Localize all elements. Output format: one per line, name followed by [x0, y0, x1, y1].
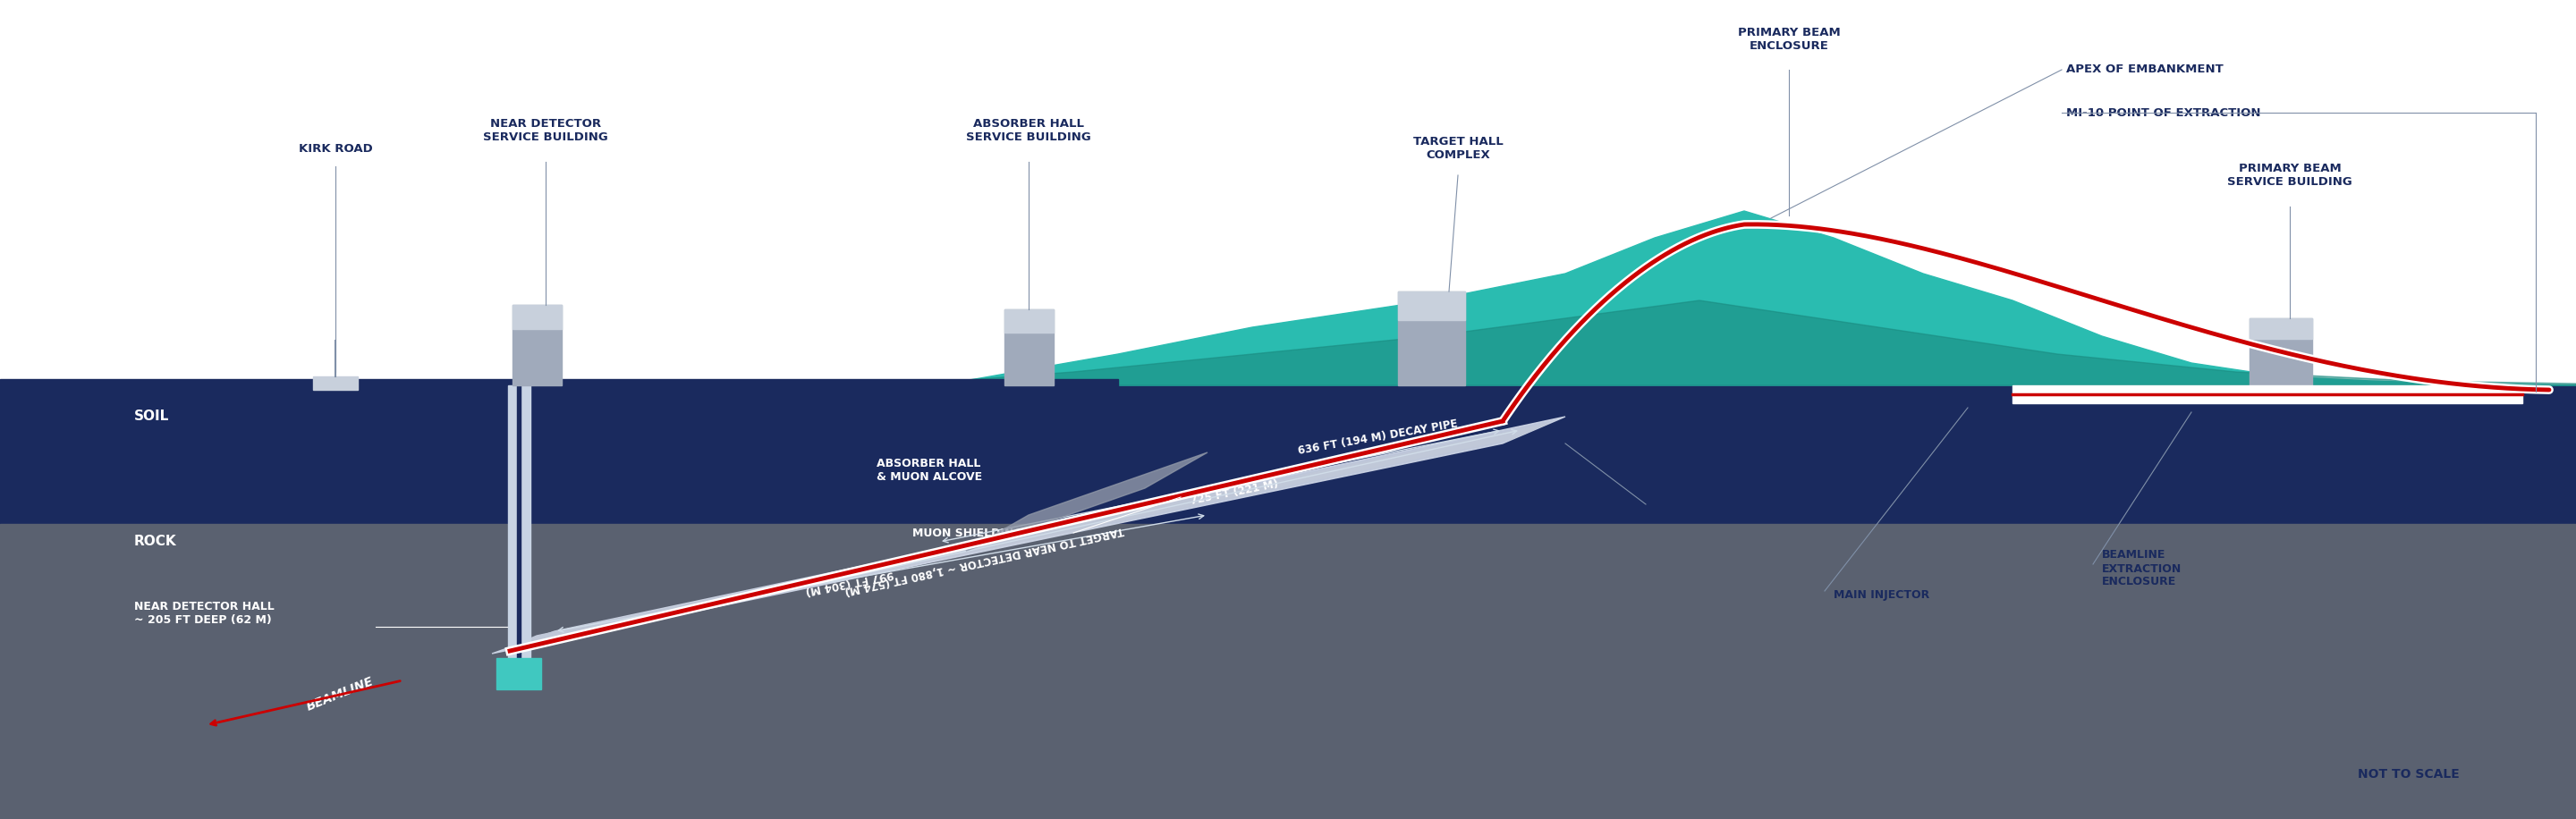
- Text: APEX OF EMBANKMENT: APEX OF EMBANKMENT: [2066, 64, 2223, 75]
- Text: KIRK ROAD: KIRK ROAD: [299, 143, 374, 154]
- Text: NEAR DETECTOR
SERVICE BUILDING: NEAR DETECTOR SERVICE BUILDING: [484, 118, 608, 143]
- Bar: [513, 305, 562, 329]
- Bar: [1399, 292, 1466, 386]
- Bar: [1005, 310, 1054, 386]
- Text: MUON SHIELDING: MUON SHIELDING: [912, 527, 1023, 539]
- Bar: [518, 386, 520, 658]
- Text: SOIL: SOIL: [134, 410, 170, 423]
- Bar: [513, 305, 562, 386]
- Text: 997 FT (304 M): 997 FT (304 M): [804, 568, 894, 596]
- Text: ABSORBER HALL
SERVICE BUILDING: ABSORBER HALL SERVICE BUILDING: [966, 118, 1092, 143]
- Text: ABSORBER HALL
& MUON ALCOVE: ABSORBER HALL & MUON ALCOVE: [876, 458, 981, 483]
- Text: TARGET HALL
COMPLEX: TARGET HALL COMPLEX: [1412, 136, 1502, 161]
- Bar: [507, 386, 531, 658]
- Text: TARGET TO NEAR DETECTOR ~ 1,880 FT (574 M): TARGET TO NEAR DETECTOR ~ 1,880 FT (574 …: [842, 523, 1126, 596]
- Text: MAIN INJECTOR: MAIN INJECTOR: [1834, 590, 1929, 601]
- Bar: [2249, 319, 2313, 338]
- Bar: [1005, 310, 1054, 333]
- Polygon shape: [894, 301, 2576, 386]
- Bar: [0, 379, 1118, 390]
- Text: NEAR DETECTOR HALL
~ 205 FT DEEP (62 M): NEAR DETECTOR HALL ~ 205 FT DEEP (62 M): [134, 601, 276, 626]
- Bar: [1399, 292, 1466, 319]
- Text: BEAMLINE: BEAMLINE: [304, 675, 376, 713]
- Polygon shape: [492, 417, 1566, 654]
- Bar: [497, 658, 541, 690]
- Bar: [2249, 319, 2313, 386]
- Polygon shape: [940, 211, 2576, 386]
- Bar: [314, 377, 358, 390]
- Bar: [0, 524, 2576, 819]
- Bar: [2012, 386, 2522, 403]
- Text: MI-10 POINT OF EXTRACTION: MI-10 POINT OF EXTRACTION: [2066, 106, 2262, 119]
- Text: TARGET (MCZERO): TARGET (MCZERO): [1654, 500, 1770, 512]
- Polygon shape: [966, 452, 1208, 550]
- Text: BEAMLINE
EXTRACTION
ENCLOSURE: BEAMLINE EXTRACTION ENCLOSURE: [2102, 550, 2182, 588]
- Text: 725 FT (221 M): 725 FT (221 M): [1190, 478, 1280, 507]
- Polygon shape: [510, 423, 1548, 647]
- Text: 636 FT (194 M) DECAY PIPE: 636 FT (194 M) DECAY PIPE: [1296, 418, 1458, 457]
- Text: PRIMARY BEAM
SERVICE BUILDING: PRIMARY BEAM SERVICE BUILDING: [2228, 163, 2352, 188]
- Text: NOT TO SCALE: NOT TO SCALE: [2357, 768, 2460, 781]
- Polygon shape: [0, 386, 2576, 524]
- Text: ROCK: ROCK: [134, 535, 178, 549]
- Text: PRIMARY BEAM
ENCLOSURE: PRIMARY BEAM ENCLOSURE: [1739, 27, 1839, 52]
